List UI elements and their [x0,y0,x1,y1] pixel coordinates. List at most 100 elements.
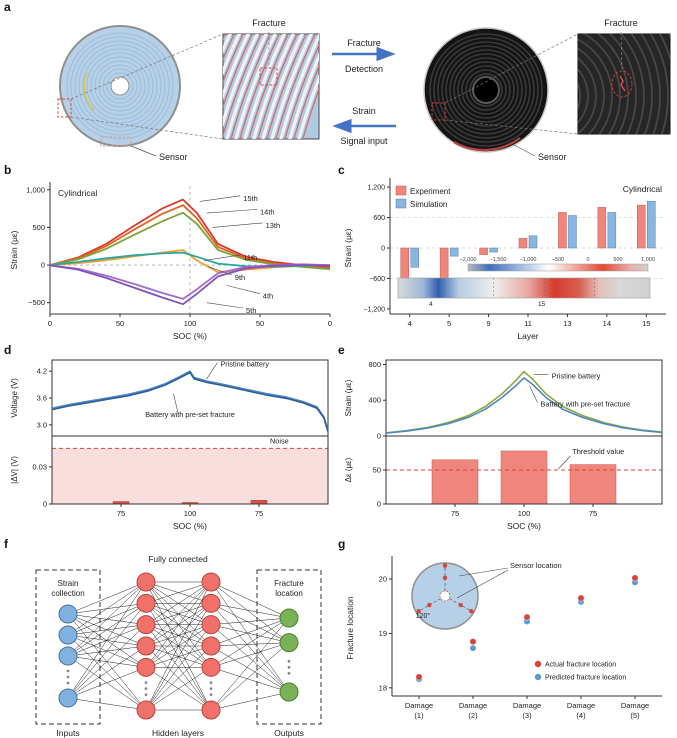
colorbar-tick-label: −1,500 [490,257,507,263]
series-annotation: 5th [246,306,256,315]
winding-arc [578,82,581,110]
ellipsis-dot [66,675,70,679]
nn-connection [145,581,212,625]
nn-connection [67,645,147,699]
winding-ring [461,65,511,115]
x-tick-label: Damage [567,701,595,710]
series-annotation: 4th [263,292,273,301]
separator-layer [279,34,319,139]
y-tick-label: −1,200 [363,306,385,313]
nn-connection [210,617,290,647]
colorbar-tick-label: −500 [552,257,564,263]
y-tick-label: 1,200 [367,185,385,192]
nn-connection [67,581,147,657]
winding-arc [609,34,637,134]
annotation-leader [529,385,538,403]
nn-connection [67,581,147,636]
electrode-layer [257,34,298,139]
separator-layer [297,74,319,139]
winding-ring [94,60,146,112]
series-annotation: Pristine battery [552,371,601,380]
separator-layer [234,34,277,139]
delta-bar [250,500,268,505]
winding-ring [433,37,539,143]
colorbar-tick-label: −1,000 [520,257,537,263]
panel-label-f: f [4,537,8,551]
separator-layer [223,34,259,128]
battery-photo-disc [423,27,579,157]
annotation-leader [206,209,258,214]
panel-label-g: g [338,537,346,551]
inputs-label: Inputs [56,728,79,738]
zoom-guide-line [70,33,224,100]
nn-connection [210,617,290,668]
series-annotation: Pristine battery [220,360,269,369]
nn-connection [210,667,290,693]
nn-connection [210,603,290,619]
winding-ring [102,68,138,104]
winding-ring [98,64,142,108]
y-tick-label: 19 [379,629,387,638]
legend-swatch-experiment [395,185,407,196]
center-marker [439,590,451,602]
center-hole [110,76,130,96]
panel-e-strain-chart: Pristine battery Battery with pre-set fra… [344,359,663,531]
nn-connection [210,624,290,643]
winding-arc [582,34,621,134]
sensor-dot [442,575,448,581]
ellipsis-dot [209,687,213,691]
separator-layer [261,34,304,139]
x-tick-label: (5) [630,711,640,720]
series-line-Pristine battery [51,370,329,431]
nn-connection [210,581,290,619]
winding-arc [597,34,629,134]
x-tick-label: 75 [117,509,125,518]
series-line-Battery with pre-set fracture [51,371,329,432]
hidden2-neuron [201,636,221,656]
separator-layer [243,34,286,139]
bar-experiment-layer-15 [637,204,646,249]
hidden-neuron [136,636,156,656]
hidden2-neuron [201,615,221,635]
hidden-neuron [136,657,156,677]
y-tick-label: 400 [368,396,381,405]
winding-arc [620,34,645,134]
inputs-box [35,569,101,725]
ellipsis-dot [209,693,213,697]
inputs-neuron [58,646,78,666]
chart-title: Cylindrical [58,188,97,198]
delta-bar [431,459,479,505]
sensor-leader-line [513,144,536,157]
electrode-layer [302,87,319,139]
x-tick-label: 75 [451,509,459,518]
separator-layer [288,52,319,139]
electrode-layer [239,34,280,139]
winding-ring [469,73,503,107]
bar-simulation-layer-15 [647,201,656,249]
fracture-zoom-region [57,98,72,118]
y-tick-label: −600 [369,276,385,283]
hidden2-neuron [201,593,221,613]
winding-ring [106,72,134,100]
bar-simulation-layer-13 [568,215,577,249]
x-tick-label: (2) [468,711,478,720]
nn-connection [210,603,290,643]
x-tick-label: 50 [256,319,264,328]
electrode-layer [223,34,253,109]
outputs-neuron [279,633,299,653]
winding-ring [441,45,531,135]
legend-dot [534,660,542,668]
x-tick-label: 4 [408,319,412,328]
colorbar-tick-label: −2,000 [460,257,477,263]
winding-ring [70,36,170,136]
outputs-label: Outputs [274,728,304,738]
x-tick-label: 5 [447,319,451,328]
y-tick-label: 0 [381,246,385,253]
separator-layer [223,34,241,76]
sensor-dot [416,608,421,614]
panel-c-bar-chart: 1,200 600 0 −600 −1,200 4 5 9 11 13 14 15 Layer Strai… [343,178,666,341]
y-axis-title-bottom: |ΔV| (V) [10,456,19,484]
